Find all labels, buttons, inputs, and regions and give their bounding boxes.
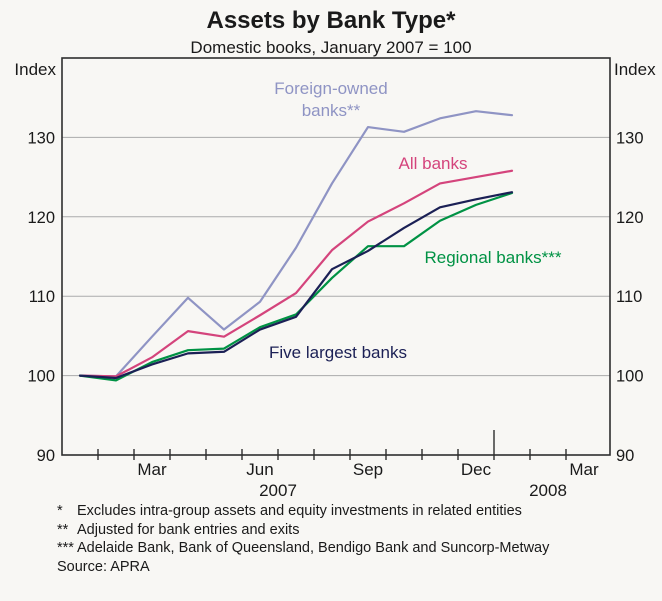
x-axis-label-mar-2: Mar — [137, 460, 167, 479]
plot-border — [61, 57, 611, 456]
y-axis-title-left: Index — [14, 60, 56, 79]
footnote-row: * Excludes intra-group assets and equity… — [57, 502, 642, 521]
y-axis-label-right-130: 130 — [616, 129, 644, 147]
footnote-marker: * — [57, 503, 63, 519]
footnote-marker: *** — [57, 540, 74, 556]
x-axis-label-jun-5: Jun — [246, 460, 273, 479]
y-axis-label-right-100: 100 — [616, 368, 644, 386]
footnote-row: *** Adelaide Bank, Bank of Queensland, B… — [57, 539, 642, 558]
y-axis-label-right-110: 110 — [616, 288, 642, 306]
footnote-text: Adelaide Bank, Bank of Queensland, Bendi… — [77, 540, 550, 556]
y-axis-label-left-120: 120 — [27, 209, 55, 227]
y-axis-title-right: Index — [614, 60, 656, 79]
chart-subtitle: Domestic books, January 2007 = 100 — [190, 38, 472, 57]
series-label-all-banks: All banks — [399, 154, 468, 173]
series-label-regional-banks: Regional banks*** — [424, 248, 561, 267]
series-line-five-largest-banks — [78, 191, 514, 380]
x-axis-label-mar-14: Mar — [569, 460, 599, 479]
footnote-marker: ** — [57, 521, 69, 538]
footnote-text: Excludes intra-group assets and equity i… — [77, 503, 522, 519]
y-axis-label-left-130: 130 — [27, 129, 55, 147]
y-axis-label-right-90: 90 — [616, 447, 634, 465]
series-label-five-largest-banks: Five largest banks — [269, 343, 407, 362]
footnote-row: ** Adjusted for bank entries and exits — [57, 521, 642, 540]
series-line-foreign-owned-banks — [78, 110, 514, 378]
x-axis-label-sep-8: Sep — [353, 460, 383, 479]
x-axis-year-label-2008: 2008 — [529, 481, 567, 500]
footnote-text: Adjusted for bank entries and exits — [77, 521, 300, 538]
series-label-foreign-owned-banks-line1: Foreign-owned — [274, 79, 387, 98]
y-axis-label-left-110: 110 — [29, 288, 55, 306]
footnotes-block: * Excludes intra-group assets and equity… — [57, 502, 642, 576]
series-line-all-banks — [78, 169, 514, 378]
chart-title: Assets by Bank Type* — [206, 7, 456, 34]
x-axis-label-dec-11: Dec — [461, 460, 492, 479]
y-axis-label-left-90: 90 — [37, 447, 55, 465]
y-axis-label-left-100: 100 — [27, 368, 55, 386]
x-axis-year-label-2007: 2007 — [259, 481, 297, 500]
series-line-regional-banks — [78, 191, 514, 382]
series-label-foreign-owned-banks-line2: banks** — [302, 101, 361, 120]
source-note: Source: APRA — [57, 558, 150, 575]
y-axis-label-right-120: 120 — [616, 209, 644, 227]
